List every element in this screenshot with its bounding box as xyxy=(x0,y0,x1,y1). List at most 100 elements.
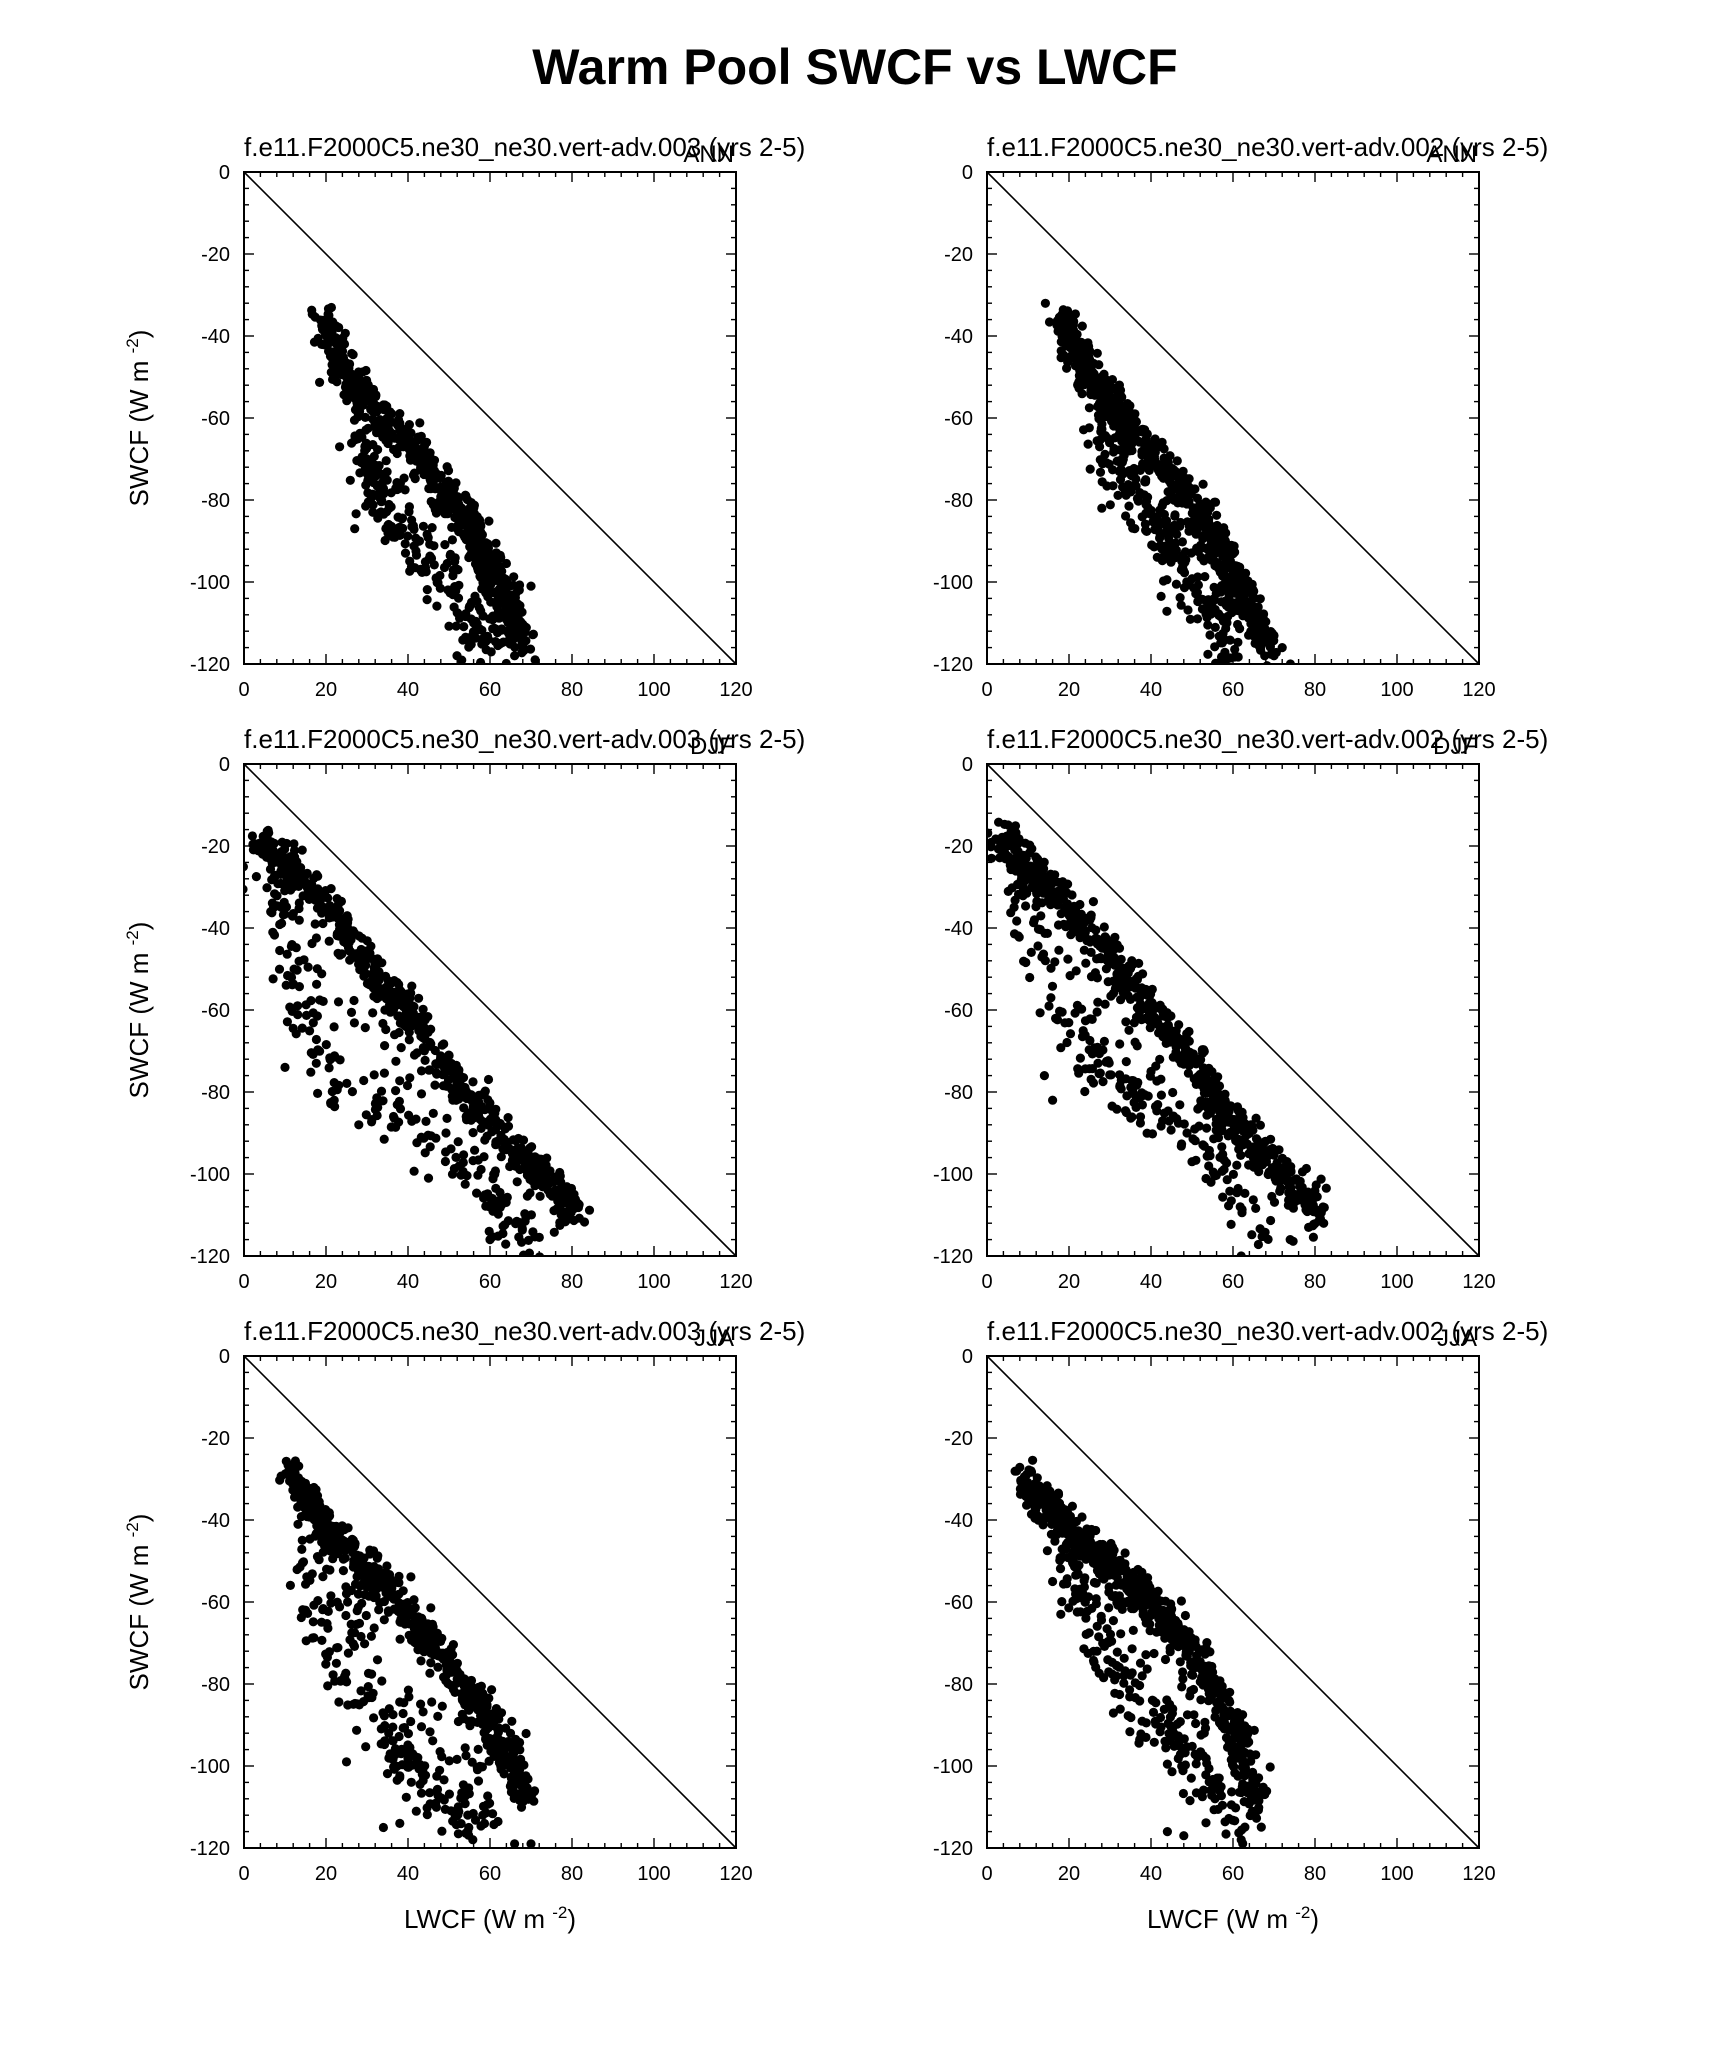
scatter-point xyxy=(429,560,439,570)
scatter-point xyxy=(354,1120,364,1130)
scatter-point xyxy=(315,1046,325,1056)
scatter-point xyxy=(1118,976,1128,986)
scatter-point xyxy=(397,431,407,441)
scatter-point xyxy=(1275,1186,1285,1196)
scatter-point xyxy=(385,1000,395,1010)
x-tick-label: 20 xyxy=(1058,679,1080,701)
scatter-point xyxy=(480,1086,490,1096)
scatter-point xyxy=(1084,423,1094,433)
x-tick-label: 40 xyxy=(1140,679,1162,701)
scatter-point xyxy=(498,1221,508,1231)
scatter-point xyxy=(1247,1120,1257,1130)
scatter-point xyxy=(398,1586,408,1596)
scatter-point xyxy=(1067,350,1077,360)
scatter-point xyxy=(407,1019,417,1029)
scatter-point xyxy=(363,488,373,498)
scatter-point xyxy=(1053,920,1064,930)
scatter-point xyxy=(1159,444,1169,454)
y-tick-label: -20 xyxy=(201,836,230,858)
y-tick-label: -40 xyxy=(944,326,973,348)
scatter-point xyxy=(1263,1234,1273,1244)
scatter-point xyxy=(285,1476,295,1486)
scatter-point xyxy=(1189,583,1199,593)
scatter-point xyxy=(1060,881,1070,891)
scatter-point xyxy=(1122,426,1132,437)
scatter-point xyxy=(329,1051,340,1061)
scatter-point xyxy=(1026,947,1036,958)
scatter-point xyxy=(1225,635,1235,645)
scatter-point xyxy=(1106,991,1116,1001)
scatter-point xyxy=(322,332,332,342)
scatter-point xyxy=(1085,372,1095,382)
scatter-point xyxy=(361,1742,371,1752)
scatter-point xyxy=(1073,362,1083,372)
scatter-point xyxy=(1111,939,1121,950)
panel-season-label: ANN xyxy=(1426,141,1477,168)
scatter-point xyxy=(509,651,520,661)
scatter-point xyxy=(991,834,1001,844)
scatter-point xyxy=(1217,1166,1227,1176)
scatter-point xyxy=(381,982,391,993)
scatter-point xyxy=(493,1724,503,1734)
scatter-point xyxy=(1085,1035,1095,1046)
scatter-point xyxy=(1144,465,1154,475)
scatter-point xyxy=(1155,505,1165,515)
scatter-point xyxy=(1179,568,1190,578)
scatter-point xyxy=(407,981,417,991)
panel-season-label: DJF xyxy=(1433,733,1477,760)
scatter-point xyxy=(1077,346,1087,357)
scatter-point xyxy=(478,1810,488,1820)
scatter-point xyxy=(1092,436,1102,446)
scatter-point xyxy=(296,1478,306,1488)
scatter-point xyxy=(1146,457,1156,467)
scatter-point xyxy=(411,550,422,560)
scatter-point xyxy=(1124,501,1134,511)
scatter-point xyxy=(297,845,307,855)
scatter-point xyxy=(356,1631,366,1642)
scatter-point xyxy=(1116,995,1126,1005)
scatter-point xyxy=(458,1073,469,1083)
scatter-point xyxy=(342,373,352,383)
scatter-point xyxy=(1147,999,1157,1009)
scatter-point xyxy=(1158,498,1168,508)
scatter-point xyxy=(440,540,450,550)
scatter-point xyxy=(450,1810,460,1820)
scatter-point xyxy=(510,627,520,638)
scatter-point xyxy=(473,1699,483,1709)
scatter-point xyxy=(1132,1041,1142,1051)
scatter-point xyxy=(312,870,322,880)
scatter-point xyxy=(313,1088,323,1098)
scatter-point xyxy=(399,998,409,1008)
scatter-point xyxy=(1106,384,1116,394)
scatter-point xyxy=(1302,1206,1312,1217)
scatter-point xyxy=(552,1204,562,1214)
scatter-point xyxy=(411,456,421,466)
scatter-point xyxy=(350,524,360,534)
scatter-point xyxy=(1222,1175,1232,1185)
scatter-point xyxy=(1048,1095,1058,1105)
scatter-point xyxy=(1159,1108,1169,1118)
scatter-point xyxy=(461,535,471,545)
scatter-point xyxy=(1156,1074,1166,1084)
scatter-point xyxy=(373,445,383,455)
scatter-point xyxy=(331,1658,341,1668)
scatter-point xyxy=(389,1764,399,1774)
scatter-point xyxy=(411,1806,421,1816)
scatter-point xyxy=(484,516,494,526)
scatter-point xyxy=(1226,1196,1236,1206)
scatter-point xyxy=(333,997,344,1007)
scatter-point xyxy=(290,1492,300,1502)
scatter-point xyxy=(470,1145,480,1155)
scatter-point xyxy=(441,1128,451,1138)
scatter-point xyxy=(1228,1114,1238,1124)
scatter-point xyxy=(412,1625,422,1635)
scatter-point xyxy=(1067,890,1077,900)
scatter-point xyxy=(1121,1017,1131,1027)
scatter-point xyxy=(1009,929,1020,939)
scatter-point xyxy=(297,1544,307,1554)
scatter-point xyxy=(1116,1075,1126,1085)
scatter-point xyxy=(1220,647,1230,657)
scatter-point xyxy=(274,964,285,974)
scatter-point xyxy=(1071,966,1081,976)
scatter-point xyxy=(1217,1142,1227,1152)
